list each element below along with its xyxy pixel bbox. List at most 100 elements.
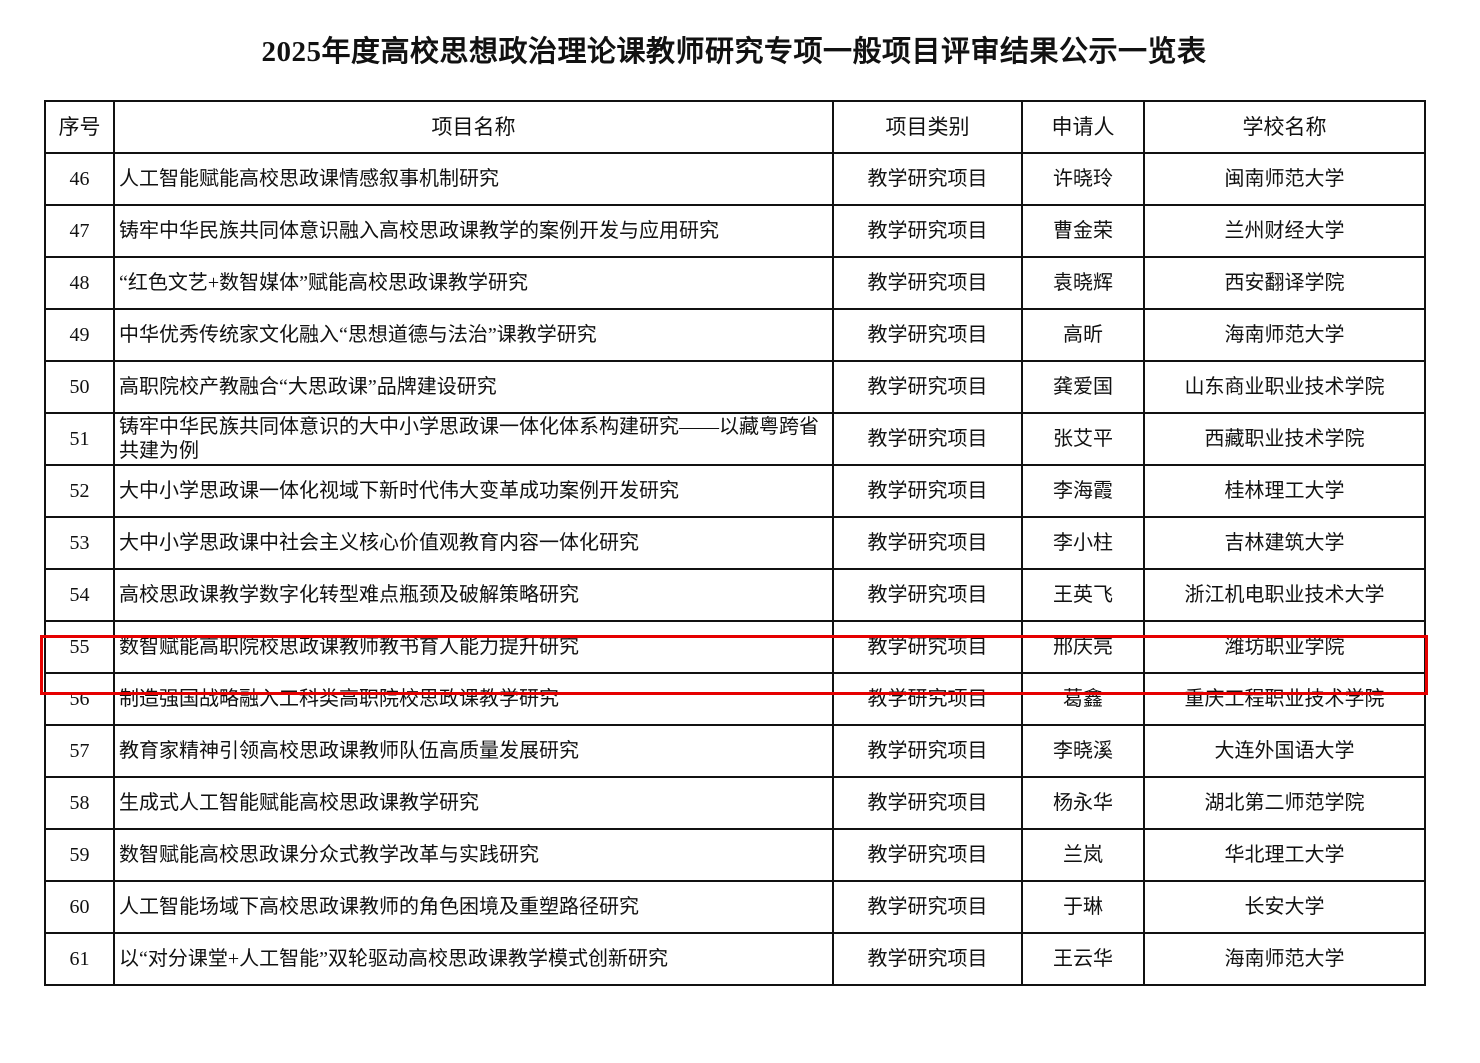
cell-school: 大连外国语大学 [1143,724,1426,778]
cell-school: 海南师范大学 [1143,308,1426,362]
cell-number: 55 [44,620,115,674]
cell-category: 教学研究项目 [832,256,1023,310]
cell-school: 吉林建筑大学 [1143,516,1426,570]
cell-category: 教学研究项目 [832,620,1023,674]
cell-category: 教学研究项目 [832,308,1023,362]
cell-project-name: 生成式人工智能赋能高校思政课教学研究 [113,776,834,830]
cell-applicant: 许晓玲 [1021,152,1145,206]
cell-category: 教学研究项目 [832,360,1023,414]
cell-number: 54 [44,568,115,622]
cell-project-name: 中华优秀传统家文化融入“思想道德与法治”课教学研究 [113,308,834,362]
cell-project-name: 大中小学思政课中社会主义核心价值观教育内容一体化研究 [113,516,834,570]
cell-applicant: 曹金荣 [1021,204,1145,258]
header-category: 项目类别 [832,100,1023,154]
cell-category: 教学研究项目 [832,776,1023,830]
table-row: 54 高校思政课教学数字化转型难点瓶颈及破解策略研究 教学研究项目 王英飞 浙江机电职业… [44,568,1426,622]
cell-school: 桂林理工大学 [1143,464,1426,518]
cell-category: 教学研究项目 [832,724,1023,778]
cell-applicant: 邢庆亮 [1021,620,1145,674]
cell-category: 教学研究项目 [832,932,1023,986]
cell-applicant: 袁晓辉 [1021,256,1145,310]
cell-number: 51 [44,412,115,466]
cell-number: 61 [44,932,115,986]
cell-school: 长安大学 [1143,880,1426,934]
cell-project-name: 制造强国战略融入工科类高职院校思政课教学研究 [113,672,834,726]
cell-project-name: 人工智能赋能高校思政课情感叙事机制研究 [113,152,834,206]
cell-number: 50 [44,360,115,414]
cell-applicant: 高昕 [1021,308,1145,362]
table-row: 52 大中小学思政课一体化视域下新时代伟大变革成功案例开发研究 教学研究项目 李海霞桂… [44,464,1426,518]
header-school: 学校名称 [1143,100,1426,154]
header-number: 序号 [44,100,115,154]
cell-school: 浙江机电职业技术大学 [1143,568,1426,622]
cell-school: 西藏职业技术学院 [1143,412,1426,466]
cell-school: 西安翻译学院 [1143,256,1426,310]
table-row: 55 数智赋能高职院校思政课教师教书育人能力提升研究 教学研究项目 邢庆亮 潍坊职业学院 [44,620,1426,674]
cell-school: 闽南师范大学 [1143,152,1426,206]
results-table: 序号 项目名称 项目类别 申请人 学校名称 46 人工智能赋能高校思政课情感叙事机… [44,100,1426,986]
table-row: 50 高职院校产教融合“大思政课”品牌建设研究 教学研究项目 龚爱国 山东商业职业技术学… [44,360,1426,414]
cell-number: 57 [44,724,115,778]
cell-school: 海南师范大学 [1143,932,1426,986]
cell-project-name: 数智赋能高校思政课分众式教学改革与实践研究 [113,828,834,882]
cell-project-name: 教育家精神引领高校思政课教师队伍高质量发展研究 [113,724,834,778]
table-row: 47 铸牢中华民族共同体意识融入高校思政课教学的案例开发与应用研究 教学研究项目 曹金… [44,204,1426,258]
cell-applicant: 张艾平 [1021,412,1145,466]
cell-applicant: 王英飞 [1021,568,1145,622]
table-row: 59 数智赋能高校思政课分众式教学改革与实践研究 教学研究项目 兰岚 华北理工大学 [44,828,1426,882]
table-row: 46 人工智能赋能高校思政课情感叙事机制研究 教学研究项目 许晓玲 闽南师范大学 [44,152,1426,206]
cell-number: 47 [44,204,115,258]
cell-number: 53 [44,516,115,570]
cell-category: 教学研究项目 [832,880,1023,934]
cell-project-name: 高职院校产教融合“大思政课”品牌建设研究 [113,360,834,414]
cell-project-name: 大中小学思政课一体化视域下新时代伟大变革成功案例开发研究 [113,464,834,518]
cell-school: 潍坊职业学院 [1143,620,1426,674]
cell-number: 49 [44,308,115,362]
cell-number: 46 [44,152,115,206]
table-row: 56 制造强国战略融入工科类高职院校思政课教学研究 教学研究项目 葛鑫 重庆工程职业技术… [44,672,1426,726]
document-title: 2025年度高校思想政治理论课教师研究专项一般项目评审结果公示一览表 [261,36,1207,68]
cell-category: 教学研究项目 [832,464,1023,518]
cell-project-name: 铸牢中华民族共同体意识融入高校思政课教学的案例开发与应用研究 [113,204,834,258]
cell-number: 59 [44,828,115,882]
header-project-name: 项目名称 [113,100,834,154]
cell-applicant: 李海霞 [1021,464,1145,518]
cell-category: 教学研究项目 [832,412,1023,466]
cell-category: 教学研究项目 [832,828,1023,882]
table-row: 53 大中小学思政课中社会主义核心价值观教育内容一体化研究 教学研究项目 李小柱 吉林建… [44,516,1426,570]
cell-school: 兰州财经大学 [1143,204,1426,258]
table-row: 61 以“对分课堂+人工智能”双轮驱动高校思政课教学模式创新研究 教学研究项目 王云华… [44,932,1426,986]
table-row: 51 铸牢中华民族共同体意识的大中小学思政课一体化体系构建研究——以藏粤跨省共建为… [44,412,1426,466]
cell-category: 教学研究项目 [832,568,1023,622]
cell-school: 华北理工大学 [1143,828,1426,882]
cell-applicant: 李晓溪 [1021,724,1145,778]
table-row: 49 中华优秀传统家文化融入“思想道德与法治”课教学研究 教学研究项目 高昕 海南师范大… [44,308,1426,362]
cell-project-name: “红色文艺+数智媒体”赋能高校思政课教学研究 [113,256,834,310]
cell-category: 教学研究项目 [832,204,1023,258]
cell-applicant: 龚爱国 [1021,360,1145,414]
cell-applicant: 李小柱 [1021,516,1145,570]
cell-number: 48 [44,256,115,310]
cell-number: 58 [44,776,115,830]
table-row: 57 教育家精神引领高校思政课教师队伍高质量发展研究 教学研究项目 李晓溪 大连外国语大… [44,724,1426,778]
cell-project-name: 数智赋能高职院校思政课教师教书育人能力提升研究 [113,620,834,674]
cell-project-name: 高校思政课教学数字化转型难点瓶颈及破解策略研究 [113,568,834,622]
cell-project-name: 铸牢中华民族共同体意识的大中小学思政课一体化体系构建研究——以藏粤跨省共建为例 [113,412,834,466]
cell-category: 教学研究项目 [832,672,1023,726]
table-row: 60 人工智能场域下高校思政课教师的角色困境及重塑路径研究 教学研究项目 于琳 长安大学 [44,880,1426,934]
cell-number: 52 [44,464,115,518]
cell-project-name: 以“对分课堂+人工智能”双轮驱动高校思政课教学模式创新研究 [113,932,834,986]
table-header-row: 序号 项目名称 项目类别 申请人 学校名称 [44,100,1426,154]
cell-number: 60 [44,880,115,934]
cell-school: 湖北第二师范学院 [1143,776,1426,830]
cell-school: 山东商业职业技术学院 [1143,360,1426,414]
header-applicant: 申请人 [1021,100,1145,154]
table-row: 48 “红色文艺+数智媒体”赋能高校思政课教学研究 教学研究项目 袁晓辉 西安翻译学院 [44,256,1426,310]
cell-applicant: 于琳 [1021,880,1145,934]
cell-applicant: 葛鑫 [1021,672,1145,726]
cell-applicant: 兰岚 [1021,828,1145,882]
cell-category: 教学研究项目 [832,516,1023,570]
cell-number: 56 [44,672,115,726]
cell-school: 重庆工程职业技术学院 [1143,672,1426,726]
cell-applicant: 王云华 [1021,932,1145,986]
